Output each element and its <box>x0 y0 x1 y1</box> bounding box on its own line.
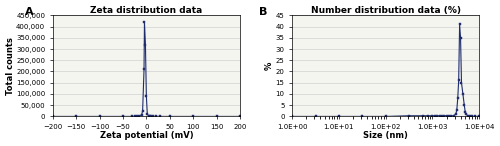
Y-axis label: %: % <box>265 62 274 70</box>
Title: Number distribution data (%): Number distribution data (%) <box>310 6 460 15</box>
X-axis label: Size (nm): Size (nm) <box>364 131 408 140</box>
Y-axis label: Total counts: Total counts <box>6 37 15 95</box>
X-axis label: Zeta potential (mV): Zeta potential (mV) <box>100 131 193 140</box>
Text: B: B <box>258 7 267 17</box>
Text: A: A <box>25 7 34 17</box>
Title: Zeta distribution data: Zeta distribution data <box>90 6 202 15</box>
